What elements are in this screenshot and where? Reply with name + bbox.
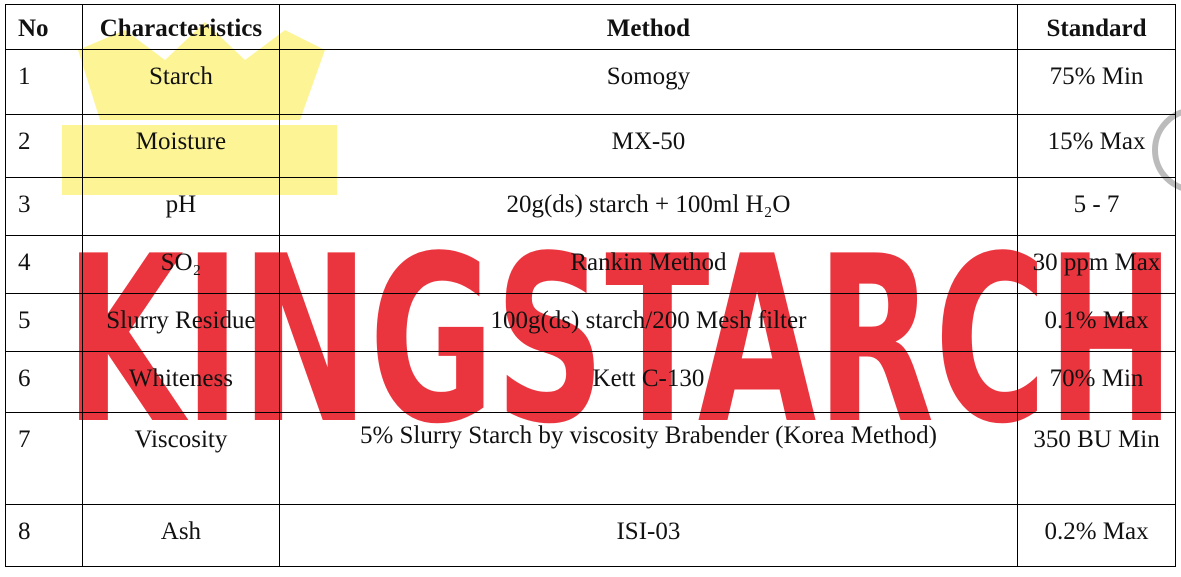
table-cell: 5 — [5, 293, 83, 352]
table-cell: 0.2% Max — [1017, 504, 1176, 567]
table-cell: 2 — [5, 114, 83, 178]
table-cell: 350 BU Min — [1017, 412, 1176, 505]
table-cell: ISI-03 — [278, 504, 1019, 567]
table-cell: Slurry Residue — [82, 293, 280, 352]
table-cell: 4 — [5, 235, 83, 294]
table-cell: 70% Min — [1017, 351, 1176, 413]
header-cell: No — [5, 4, 83, 50]
table-cell: 100g(ds) starch/200 Mesh filter — [278, 293, 1019, 352]
table-row: 2 Moisture MX-50 15% Max — [5, 114, 1176, 178]
table-row: 5 Slurry Residue 100g(ds) starch/200 Mesh … — [5, 293, 1176, 352]
table-cell: Ash — [82, 504, 280, 567]
table-row: 8 Ash ISI-03 0.2% Max — [5, 504, 1176, 567]
table-cell: Rankin Method — [278, 235, 1019, 294]
table-cell: Viscosity — [82, 412, 280, 505]
table-cell: SO₂ — [82, 235, 280, 294]
table-row: 7 Viscosity 5% Slurry Starch by viscosity … — [5, 412, 1176, 505]
header-cell: Standard — [1017, 4, 1176, 50]
table-row: 1 Starch Somogy 75% Min — [5, 49, 1176, 115]
table-cell: 75% Min — [1017, 49, 1176, 115]
table-cell: 30 ppm Max — [1017, 235, 1176, 294]
table-cell: 8 — [5, 504, 83, 567]
table-cell: Starch — [82, 49, 280, 115]
table-cell: Somogy — [278, 49, 1019, 115]
table-cell: Kett C-130 — [278, 351, 1019, 413]
table-cell: 15% Max — [1017, 114, 1176, 178]
table-row: 6 Whiteness Kett C-130 70% Min — [5, 351, 1176, 413]
table-cell: 1 — [5, 49, 83, 115]
table-row: 4 SO₂ Rankin Method 30 ppm Max — [5, 235, 1176, 294]
header-cell: Method — [278, 4, 1019, 50]
table-cell: 7 — [5, 412, 83, 505]
table-row: 3 pH 20g(ds) starch + 100ml H₂O 5 - 7 — [5, 177, 1176, 236]
table-cell: 0.1% Max — [1017, 293, 1176, 352]
spec-table: No Characteristics Method Standard 1 Starch So… — [5, 4, 1176, 567]
table-cell: 3 — [5, 177, 83, 236]
table-cell: Whiteness — [82, 351, 280, 413]
header-row: No Characteristics Method Standard — [5, 4, 1176, 50]
table-cell: 6 — [5, 351, 83, 413]
table-cell: 5 - 7 — [1017, 177, 1176, 236]
table-cell: 5% Slurry Starch by viscosity Brabender … — [278, 412, 1019, 505]
table-cell: Moisture — [82, 114, 280, 178]
table-cell: pH — [82, 177, 280, 236]
table-cell: 20g(ds) starch + 100ml H₂O — [278, 177, 1019, 236]
table-cell: MX-50 — [278, 114, 1019, 178]
header-cell: Characteristics — [82, 4, 280, 50]
